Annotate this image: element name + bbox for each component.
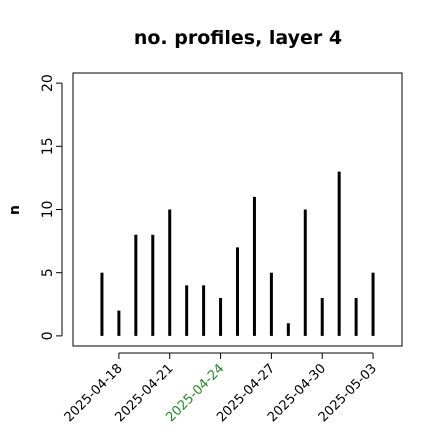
y-tick-label: 20 bbox=[40, 74, 56, 92]
plot-box bbox=[72, 72, 403, 347]
y-tick-label: 15 bbox=[40, 137, 56, 155]
y-axis-label: n bbox=[7, 205, 23, 215]
y-tick-label: 0 bbox=[40, 331, 56, 340]
y-tick-label: 5 bbox=[40, 268, 56, 277]
chart-title: no. profiles, layer 4 bbox=[134, 27, 342, 49]
y-tick-label: 10 bbox=[40, 201, 56, 219]
